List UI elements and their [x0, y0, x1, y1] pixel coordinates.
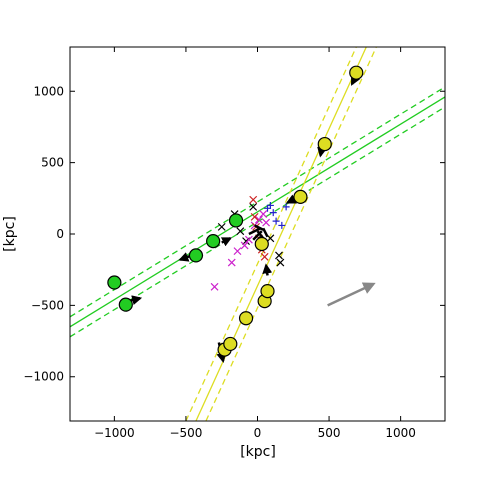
satellite-marker-yellow-8	[349, 65, 364, 80]
satellite-marker-yellow-4	[260, 283, 275, 299]
plus-marker-blue-3	[272, 217, 280, 225]
x-marker-black-7	[276, 258, 285, 267]
plus-marker-blue-4	[278, 221, 286, 229]
axes: −1000 −500 0 500 1000 −1000 −500 0 500 1000	[23, 47, 445, 440]
velocity-arrow-2	[220, 237, 233, 247]
plus-marker-blue-5	[282, 203, 290, 211]
x-tick-label-2: 0	[254, 426, 262, 440]
x-tick-label-4: 1000	[385, 426, 416, 440]
x-marker-magenta-2	[233, 247, 242, 256]
x-marker-red-5	[260, 252, 269, 261]
plus-marker-blue-1	[266, 201, 274, 209]
x-marker-magenta-6	[255, 215, 263, 224]
fit-line-yellow-dashed-5	[205, 47, 377, 421]
central-motion-arrow-1	[252, 230, 263, 241]
velocity-arrow-4	[262, 263, 273, 276]
x-marker-magenta-8	[262, 218, 271, 227]
y-tick-label-3: 500	[41, 156, 64, 170]
x-marker-red-0	[249, 195, 258, 204]
y-tick-label-1: −500	[31, 298, 64, 312]
satellite-marker-green-0	[107, 275, 122, 290]
plot-area	[70, 47, 445, 421]
x-marker-red-1	[250, 212, 259, 221]
x-marker-magenta-1	[227, 258, 236, 267]
x-marker-black-8	[249, 202, 258, 211]
central-motion-arrow-4	[254, 224, 264, 231]
y-tick-label-0: −1000	[23, 370, 64, 384]
scale-arrow	[327, 282, 376, 307]
satellite-marker-yellow-2	[238, 311, 254, 326]
fit-line-green-solid-0	[70, 96, 445, 328]
x-axis-label: [kpc]	[240, 444, 276, 460]
x-marker-black-2	[236, 227, 245, 236]
satellite-marker-green-3	[206, 234, 221, 249]
x-marker-magenta-0	[210, 282, 219, 291]
satellite-marker-green-2	[188, 248, 204, 263]
fit-line-yellow-dashed-4	[185, 47, 357, 421]
plus-marker-blue-2	[269, 209, 277, 217]
x-tick-label-1: −500	[169, 426, 202, 440]
central-motion-arrow-0	[248, 227, 261, 236]
x-tick-label-0: −1000	[94, 426, 135, 440]
x-marker-black-6	[275, 251, 283, 260]
y-tick-label-4: 1000	[33, 84, 64, 98]
satellite-marker-yellow-1	[223, 336, 238, 352]
central-motion-arrow-5	[262, 227, 269, 238]
x-marker-magenta-3	[240, 241, 249, 250]
satellite-marker-yellow-6	[293, 189, 308, 204]
satellite-marker-yellow-7	[317, 136, 332, 152]
x-tick-label-3: 500	[318, 426, 341, 440]
x-marker-magenta-4	[244, 235, 253, 244]
x-marker-black-0	[217, 222, 226, 231]
y-tick-label-2: 0	[56, 227, 64, 241]
satellite-marker-green-4	[228, 213, 244, 228]
fit-line-green-dashed-1	[70, 86, 445, 318]
y-axis-label: [kpc]	[2, 216, 18, 252]
satellite-marker-green-1	[118, 297, 133, 312]
satellite-marker-yellow-5	[254, 236, 269, 252]
x-marker-magenta-7	[259, 210, 268, 218]
